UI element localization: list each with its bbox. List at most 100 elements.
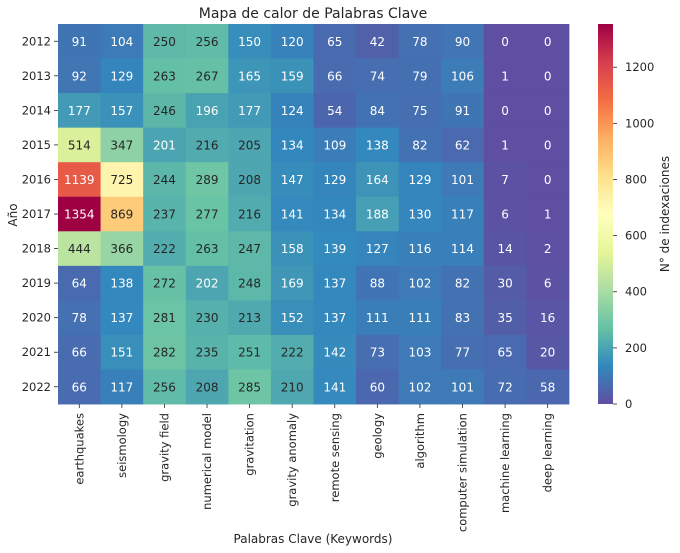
cell-value-label: 0 <box>544 138 552 152</box>
cell-value-label: 0 <box>501 104 509 118</box>
cell-value-label: 64 <box>72 277 87 291</box>
heatmap-cell <box>143 196 187 232</box>
heatmap-cell <box>58 162 101 198</box>
heatmap-cell <box>143 231 187 267</box>
cell-value-label: 30 <box>497 277 512 291</box>
cell-value-label: 6 <box>544 277 552 291</box>
cell-value-label: 177 <box>238 104 261 118</box>
cell-value-label: 196 <box>196 104 219 118</box>
heatmap-cell <box>398 265 442 301</box>
heatmap-cell <box>526 369 570 405</box>
heatmap-cell <box>526 265 570 301</box>
cell-value-label: 141 <box>281 208 304 222</box>
heatmap-cell <box>398 93 442 129</box>
heatmap-cell <box>228 24 272 59</box>
cell-value-label: 66 <box>72 346 87 360</box>
heatmap-cell <box>228 369 272 405</box>
heatmap-cell <box>313 93 357 129</box>
heatmap-cell <box>185 127 229 163</box>
cell-value-label: 137 <box>323 277 346 291</box>
heatmap-cell <box>398 127 442 163</box>
cell-value-label: 117 <box>110 380 133 394</box>
x-tick-label: gravity anomaly <box>285 413 299 507</box>
cell-value-label: 208 <box>238 173 261 187</box>
heatmap-cell <box>526 58 570 94</box>
cell-value-label: 256 <box>153 380 176 394</box>
heatmap-cell <box>441 162 485 198</box>
heatmap-cell <box>58 196 101 232</box>
heatmap-cell <box>270 127 314 163</box>
heatmap-cell <box>100 196 144 232</box>
heatmap-cell <box>356 58 400 94</box>
heatmap-cell <box>143 127 187 163</box>
y-axis-ticks: 2012 2013 2014 2015 2016 2017 2018 2019 2020 2021… <box>22 34 58 394</box>
heatmap-cell <box>483 334 527 370</box>
y-tick-label: 2022 <box>22 380 51 394</box>
cell-value-label: 129 <box>323 173 346 187</box>
cell-value-label: 277 <box>196 208 219 222</box>
cell-value-label: 104 <box>110 35 133 49</box>
heatmap-cell <box>526 93 570 129</box>
cell-value-label: 147 <box>281 173 304 187</box>
heatmap-cell <box>441 300 485 336</box>
cell-value-label: 72 <box>497 380 512 394</box>
cell-value-label: 103 <box>408 346 431 360</box>
cell-value-label: 109 <box>323 138 346 152</box>
cell-value-label: 159 <box>281 69 304 83</box>
cell-value-label: 222 <box>153 242 176 256</box>
cell-value-label: 237 <box>153 208 176 222</box>
cell-value-label: 91 <box>72 35 87 49</box>
cell-value-label: 137 <box>110 311 133 325</box>
heatmap-cell <box>185 300 229 336</box>
cell-value-label: 263 <box>153 69 176 83</box>
cell-value-label: 366 <box>110 242 133 256</box>
heatmap-cell <box>185 162 229 198</box>
cell-value-label: 158 <box>281 242 304 256</box>
heatmap-cell <box>100 93 144 129</box>
cell-value-label: 84 <box>370 104 385 118</box>
heatmap-cell <box>398 58 442 94</box>
heatmap-cell <box>483 162 527 198</box>
y-tick-label: 2014 <box>22 103 51 117</box>
cell-value-label: 251 <box>238 346 261 360</box>
colorbar-tick-label: 1000 <box>625 116 654 130</box>
heatmap-cell <box>143 93 187 129</box>
heatmap-cell <box>228 93 272 129</box>
cell-value-label: 216 <box>238 208 261 222</box>
cell-value-label: 247 <box>238 242 261 256</box>
heatmap-cell <box>100 24 144 59</box>
x-tick-label: numerical model <box>200 413 214 510</box>
heatmap-cell <box>483 231 527 267</box>
cell-value-label: 35 <box>497 311 512 325</box>
colorbar-tick-label: 400 <box>625 285 647 299</box>
cell-value-label: 210 <box>281 380 304 394</box>
heatmap-cell <box>356 93 400 129</box>
cell-value-label: 201 <box>153 138 176 152</box>
heatmap-cell <box>356 231 400 267</box>
cell-value-label: 16 <box>540 311 555 325</box>
cell-value-label: 120 <box>281 35 304 49</box>
heatmap-cell <box>58 24 101 59</box>
heatmap-cell <box>483 93 527 129</box>
cell-value-label: 248 <box>238 277 261 291</box>
cell-value-label: 6 <box>501 208 509 222</box>
x-axis-label: Palabras Clave (Keywords) <box>234 532 393 546</box>
cell-value-label: 75 <box>412 104 427 118</box>
heatmap-cell <box>58 300 101 336</box>
heatmap-cell <box>313 24 357 59</box>
heatmap-cell <box>526 196 570 232</box>
heatmap-cell <box>398 196 442 232</box>
cell-value-label: 0 <box>544 104 552 118</box>
cell-value-label: 134 <box>323 208 346 222</box>
heatmap-cell <box>356 334 400 370</box>
heatmap-cell <box>270 231 314 267</box>
cell-value-label: 74 <box>370 69 385 83</box>
cell-value-label: 62 <box>455 138 470 152</box>
cell-value-label: 1 <box>501 138 509 152</box>
heatmap-cell <box>313 127 357 163</box>
heatmap-cell <box>526 300 570 336</box>
cell-value-label: 2 <box>544 242 552 256</box>
cell-value-label: 213 <box>238 311 261 325</box>
cell-value-label: 102 <box>408 380 431 394</box>
heatmap-cell <box>143 24 187 59</box>
